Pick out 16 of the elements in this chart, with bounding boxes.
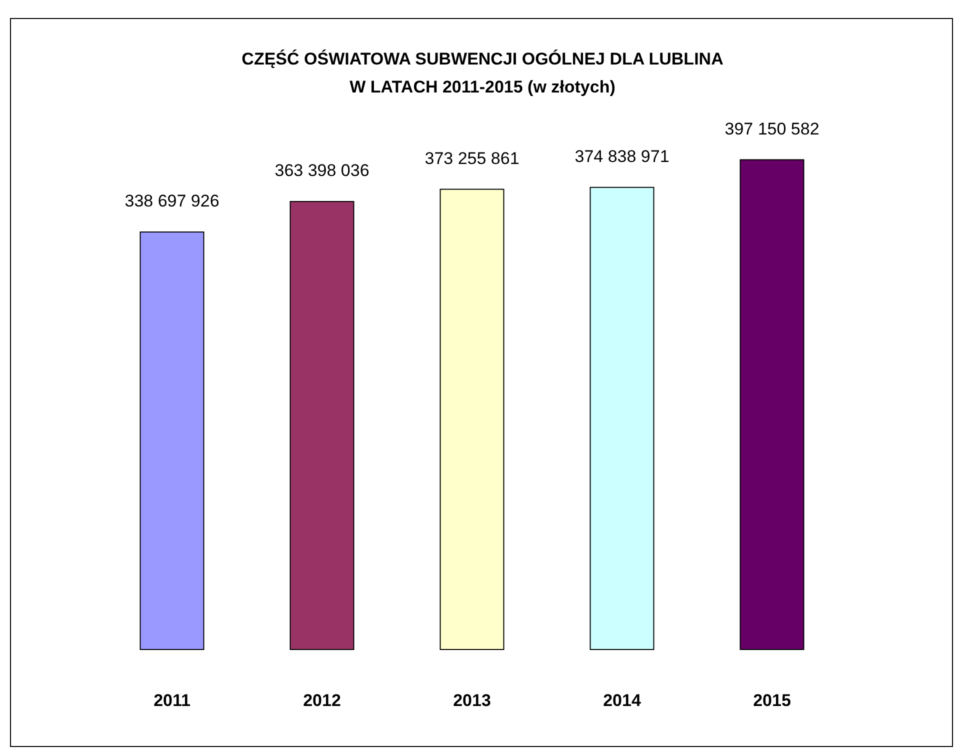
bar (740, 159, 804, 650)
data-label: 373 255 861 (424, 148, 520, 168)
data-label: 397 150 582 (724, 119, 820, 138)
x-tick-label: 2012 (303, 691, 341, 710)
bar (590, 186, 654, 650)
bar (140, 231, 204, 650)
data-label: 363 398 036 (274, 160, 370, 180)
x-tick-label: 2011 (154, 691, 190, 710)
x-tick-label: 2015 (753, 691, 791, 710)
bar (290, 200, 354, 650)
x-tick-label: 2013 (453, 691, 491, 710)
data-label: 338 697 926 (124, 191, 220, 210)
data-label: 374 838 971 (574, 146, 670, 166)
chart-title: CZĘŚĆ OŚWIATOWA SUBWENCJI OGÓLNEJ DLA LUBLINA W LATACH 2011-2015 (w złotych) (242, 48, 724, 96)
x-tick-label: 2014 (603, 691, 642, 710)
bar (440, 188, 504, 650)
